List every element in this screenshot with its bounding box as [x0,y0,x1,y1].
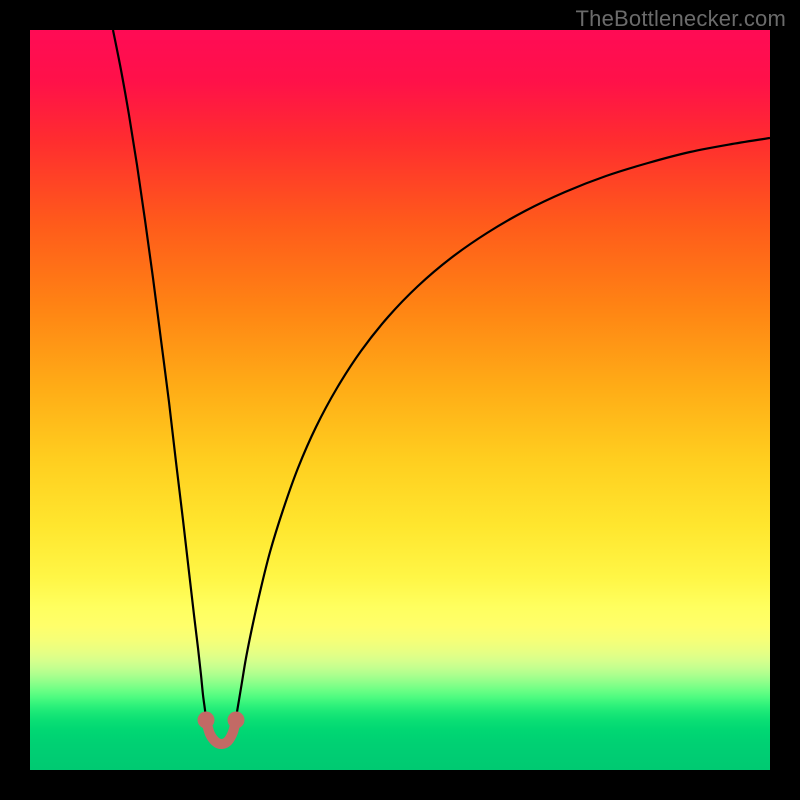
chart-svg-overlay [0,0,800,800]
watermark-text: TheBottlenecker.com [576,6,786,32]
curve-right [236,138,770,720]
connector-endpoint-left [198,712,215,729]
curve-left [113,30,206,720]
connector-endpoint-right [228,712,245,729]
chart-container: { "canvas": { "width": 800, "height": 80… [0,0,800,800]
